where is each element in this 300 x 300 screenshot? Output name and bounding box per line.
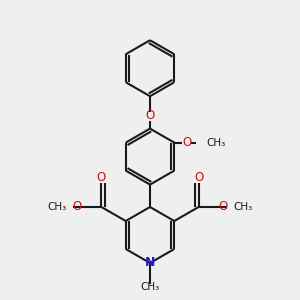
Text: N: N xyxy=(145,256,155,269)
Text: CH₃: CH₃ xyxy=(48,202,67,212)
Text: O: O xyxy=(218,200,228,214)
Text: O: O xyxy=(183,136,192,149)
Text: CH₃: CH₃ xyxy=(140,282,160,292)
Text: O: O xyxy=(72,200,82,214)
Text: O: O xyxy=(97,171,106,184)
Text: CH₃: CH₃ xyxy=(207,138,226,148)
Text: CH₃: CH₃ xyxy=(233,202,252,212)
Text: O: O xyxy=(146,109,154,122)
Text: O: O xyxy=(194,171,203,184)
